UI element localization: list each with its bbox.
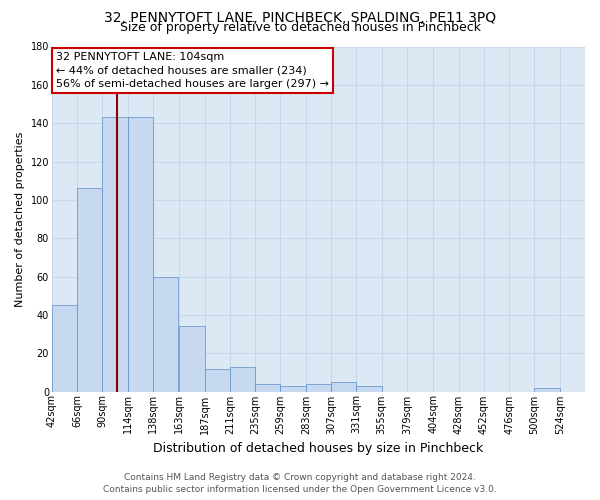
Bar <box>205 368 230 392</box>
Text: Size of property relative to detached houses in Pinchbeck: Size of property relative to detached ho… <box>119 22 481 35</box>
Bar <box>255 384 280 392</box>
Y-axis label: Number of detached properties: Number of detached properties <box>15 132 25 306</box>
Text: 32, PENNYTOFT LANE, PINCHBECK, SPALDING, PE11 3PQ: 32, PENNYTOFT LANE, PINCHBECK, SPALDING,… <box>104 11 496 25</box>
Bar <box>179 326 205 392</box>
Bar <box>230 366 255 392</box>
Bar <box>356 386 382 392</box>
Bar <box>153 276 178 392</box>
Bar <box>77 188 103 392</box>
Bar <box>128 118 153 392</box>
Bar <box>103 118 128 392</box>
Bar <box>52 306 77 392</box>
Text: Contains HM Land Registry data © Crown copyright and database right 2024.
Contai: Contains HM Land Registry data © Crown c… <box>103 472 497 494</box>
Bar <box>331 382 356 392</box>
Text: 32 PENNYTOFT LANE: 104sqm
← 44% of detached houses are smaller (234)
56% of semi: 32 PENNYTOFT LANE: 104sqm ← 44% of detac… <box>56 52 329 88</box>
Bar <box>306 384 331 392</box>
Bar <box>280 386 306 392</box>
Bar <box>535 388 560 392</box>
X-axis label: Distribution of detached houses by size in Pinchbeck: Distribution of detached houses by size … <box>153 442 484 455</box>
